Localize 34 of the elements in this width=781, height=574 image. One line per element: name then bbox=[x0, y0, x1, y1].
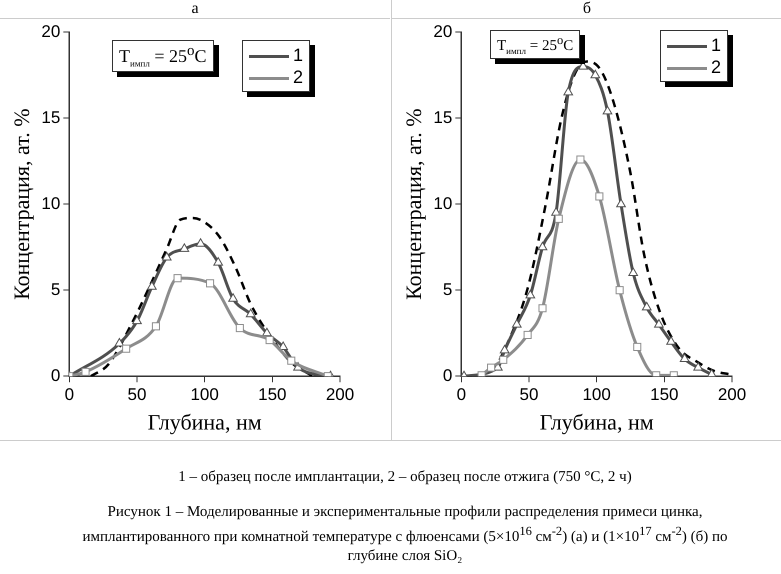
y-tick-label: 10 bbox=[41, 194, 60, 213]
legend-label: 1 bbox=[292, 45, 303, 65]
legend-label: 2 bbox=[292, 67, 303, 87]
y-tick-label: 0 bbox=[50, 366, 60, 385]
text: 1 – образец после имплантации, 2 – образец после отжига (750 °C, 2 ч) bbox=[177, 468, 633, 487]
x-tick-label: 200 bbox=[718, 385, 746, 404]
x-tick-label: 50 bbox=[520, 385, 538, 404]
y-tick-label: 5 bbox=[442, 280, 452, 299]
y-axis-title: Концентрация, ат. % bbox=[8, 108, 34, 300]
x-axis-title: Глубина, нм bbox=[148, 410, 262, 435]
x-tick-label: 0 bbox=[456, 385, 466, 404]
y-axis-title: Концентрация, ат. % bbox=[400, 108, 426, 300]
y-tick-label: 5 bbox=[50, 280, 60, 299]
y-tick-label: 15 bbox=[433, 108, 452, 127]
annotation: T$_{импл}$ = 25$^{o}$C bbox=[112, 40, 214, 72]
y-tick-label: 0 bbox=[442, 366, 452, 385]
x-tick-label: 50 bbox=[128, 385, 146, 404]
x-tick-label: 150 bbox=[650, 385, 679, 404]
x-axis-title: Глубина, нм bbox=[540, 410, 654, 435]
y-tick-label: 20 bbox=[41, 22, 60, 41]
chart-title: б bbox=[392, 0, 781, 19]
y-tick-label: 20 bbox=[433, 22, 452, 41]
x-tick-label: 100 bbox=[582, 385, 611, 404]
x-tick-label: 0 bbox=[64, 385, 74, 404]
x-tick-label: 200 bbox=[326, 385, 354, 404]
x-tick-label: 100 bbox=[190, 385, 219, 404]
text: Рисунок 1 – Моделированные и экспериментальные профили распределения примеси цинка, имплантированного при комнатной температуре с флюенсами (5×10$^{16}$ см$^{-2}$) (а) и (1×10$^{17}$ см$^{-2}$) (б) по глубине слоя SiO₂ bbox=[82, 504, 728, 564]
legend-label: 1 bbox=[710, 35, 721, 55]
y-tick-label: 10 bbox=[433, 194, 452, 213]
chart-title: а bbox=[0, 0, 390, 19]
y-tick-label: 15 bbox=[41, 108, 60, 127]
x-tick-label: 150 bbox=[258, 385, 287, 404]
legend-label: 2 bbox=[710, 57, 721, 77]
annotation: T$_{импл}$ = 25$^{o}$C bbox=[490, 30, 580, 59]
